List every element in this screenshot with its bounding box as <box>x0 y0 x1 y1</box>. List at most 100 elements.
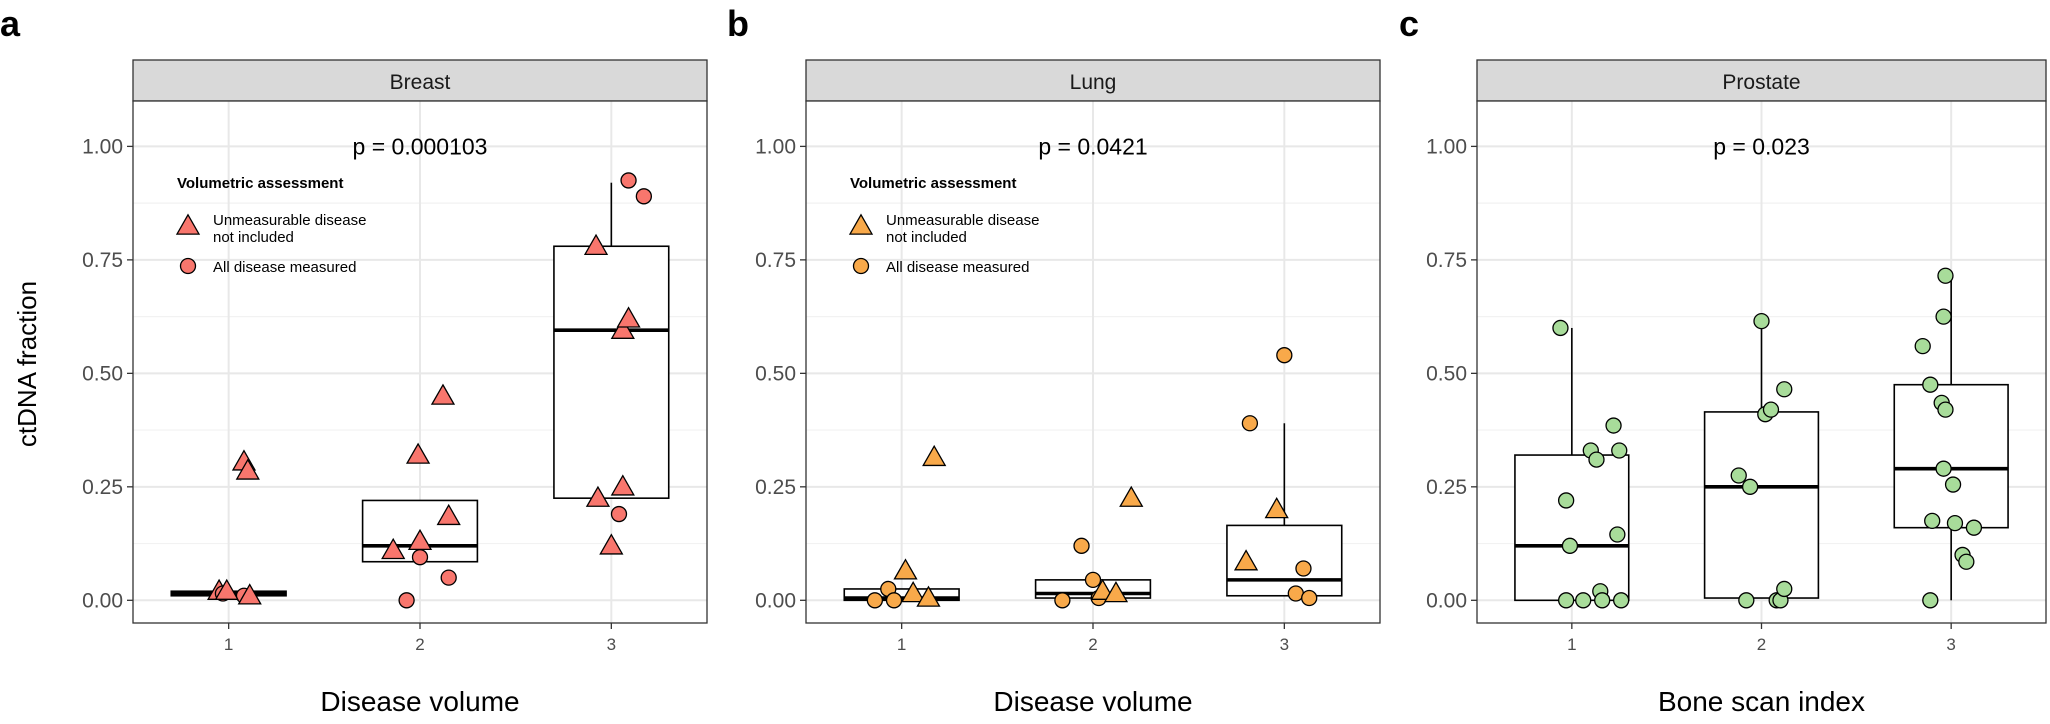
point-circle <box>885 592 903 609</box>
panel-a: a Breast 0.00 0.25 0.50 0.75 1.00 1 2 3 p = 0.0001… <box>0 3 708 717</box>
y-tick-label: 0.25 <box>755 476 796 499</box>
x-axis-label: Disease volume <box>993 686 1192 717</box>
point-circle <box>1552 319 1569 337</box>
point-circle <box>1609 526 1626 543</box>
y-tick-label: 1.00 <box>1426 135 1467 158</box>
legend-circle-icon <box>179 257 197 275</box>
point-circle <box>1084 571 1102 589</box>
point-circle <box>1561 537 1579 554</box>
point-triangle <box>599 533 624 555</box>
point-circle <box>1922 376 1939 393</box>
p-value: p = 0.000103 <box>353 133 488 159</box>
point-triangle <box>381 537 406 560</box>
point-circle <box>1287 585 1304 602</box>
x-tick-label: 1 <box>224 635 233 654</box>
boxplot-3 <box>553 182 670 499</box>
points <box>866 347 1318 609</box>
point-circle <box>1295 560 1312 577</box>
point-circle <box>1241 415 1259 432</box>
y-tick-label: 0.00 <box>1426 589 1467 612</box>
x-tick-label: 2 <box>415 635 424 654</box>
facet-title: Lung <box>1070 71 1117 94</box>
point-circle <box>1588 451 1605 468</box>
points <box>206 172 653 609</box>
y-tick-label: 1.00 <box>82 135 123 158</box>
x-tick-label: 2 <box>1088 635 1097 654</box>
point-triangle <box>214 578 239 600</box>
plot-border <box>132 100 708 624</box>
point-circle <box>1054 592 1071 609</box>
point-circle <box>1965 519 1983 536</box>
boxplot-2 <box>1703 318 1820 599</box>
legend-label: not included <box>886 229 967 246</box>
y-tick-label: 0.75 <box>755 249 796 272</box>
x-tick-label: 3 <box>1946 635 1955 654</box>
point-circle <box>1276 347 1293 364</box>
x-axis-label: Disease volume <box>320 686 519 717</box>
point-triangle <box>1233 549 1259 571</box>
point-circle <box>610 505 628 523</box>
point-triangle <box>1090 578 1115 600</box>
point-circle <box>1937 267 1954 284</box>
point-circle <box>1073 537 1090 554</box>
point-triangle <box>405 442 431 464</box>
y-tick-label: 0.50 <box>1426 362 1467 385</box>
point-triangle <box>1264 497 1289 519</box>
point-circle <box>1730 467 1747 484</box>
x-tick-label: 1 <box>897 635 906 654</box>
y-tick-label: 0.75 <box>82 249 123 272</box>
point-circle <box>866 592 884 609</box>
point-circle <box>1557 492 1575 509</box>
point-circle <box>1594 592 1611 609</box>
point-triangle <box>901 581 926 603</box>
box <box>553 245 670 499</box>
point-circle <box>411 549 429 566</box>
y-tick-label: 1.00 <box>755 135 796 158</box>
point-circle <box>1914 337 1931 355</box>
panel-letter: c <box>1399 3 1419 44</box>
legend: Volumetric assessment Unmeasurable diseas… <box>848 175 1039 276</box>
legend-triangle-icon <box>175 213 201 235</box>
point-circle <box>1605 417 1622 434</box>
y-axis-label: ctDNA fraction <box>12 281 42 447</box>
y-tick-label: 0.50 <box>755 362 796 385</box>
point-triangle <box>916 585 941 607</box>
point-triangle <box>436 503 461 526</box>
panel-letter: b <box>727 3 749 44</box>
point-triangle <box>583 233 609 256</box>
point-circle <box>1958 553 1975 570</box>
x-tick-label: 1 <box>1567 635 1576 654</box>
point-circle <box>1741 478 1759 495</box>
point-triangle <box>1103 581 1129 603</box>
legend-label: All disease measured <box>213 259 356 276</box>
facet-strip <box>132 59 708 102</box>
point-circle <box>1937 401 1954 418</box>
point-circle <box>1924 512 1941 530</box>
point-circle <box>1557 592 1575 609</box>
point-circle <box>440 569 457 586</box>
panel-b: b Lung 0.00 0.25 0.50 0.75 1.00 1 2 3 p = 0.0421 Vo… <box>727 3 1381 717</box>
facet-strip <box>805 59 1381 102</box>
y-tick-label: 0.75 <box>1426 249 1467 272</box>
facet-title: Breast <box>390 71 451 94</box>
box <box>1703 411 1820 599</box>
legend-label: All disease measured <box>886 259 1029 276</box>
facet-strip <box>1476 59 2047 102</box>
point-triangle <box>893 558 918 580</box>
point-circle <box>1612 592 1630 609</box>
point-circle <box>1776 381 1793 398</box>
point-circle <box>1944 476 1962 493</box>
point-circle <box>398 592 415 609</box>
point-triangle <box>610 474 635 496</box>
facet-title: Prostate <box>1722 71 1800 94</box>
legend-label: not included <box>213 229 294 246</box>
panels: a Breast 0.00 0.25 0.50 0.75 1.00 1 2 3 p = 0.0001… <box>0 3 2047 717</box>
y-tick-label: 0.00 <box>82 589 123 612</box>
legend-title: Volumetric assessment <box>177 175 343 192</box>
point-circle <box>1935 308 1952 325</box>
x-axis-label: Bone scan index <box>1658 686 1865 717</box>
plot-border <box>805 100 1381 624</box>
point-circle <box>1611 442 1628 459</box>
point-circle <box>1738 592 1755 609</box>
